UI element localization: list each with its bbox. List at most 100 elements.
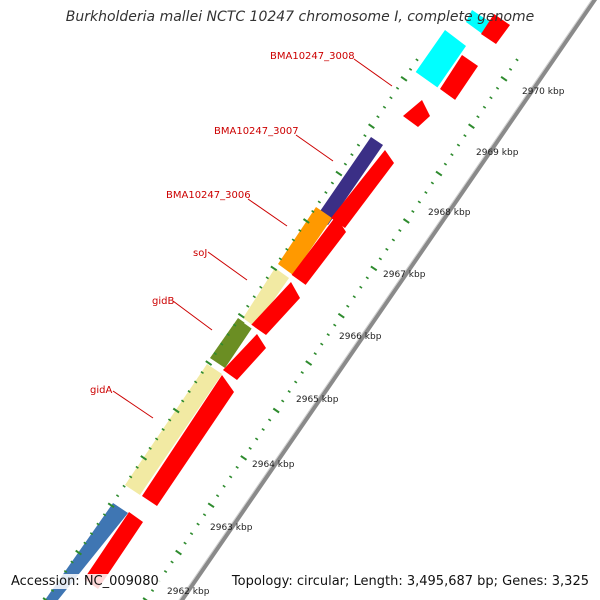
- genome-backbone: [179, 0, 598, 600]
- outer-tick: [233, 323, 237, 327]
- gene-label-bma10247-3006: BMA10247_3006: [166, 190, 251, 201]
- outer-tick: [115, 494, 120, 498]
- outer-tick: [363, 134, 367, 138]
- scale-label-2968: 2968 kbp: [428, 208, 471, 218]
- outer-tick: [213, 352, 217, 356]
- inner-tick: [385, 247, 389, 251]
- outer-tick: [102, 513, 107, 517]
- gene-label-bma10247-3008: BMA10247_3008: [270, 51, 355, 62]
- outer-tick: [148, 446, 152, 450]
- inner-tick: [150, 589, 155, 593]
- gene-callouts: [112, 58, 393, 419]
- inner-tick: [202, 513, 207, 517]
- inner-tick: [320, 342, 324, 346]
- outer-tick: [291, 238, 296, 242]
- cds-arrow: [331, 150, 394, 228]
- scale-label-2962: 2962 kbp: [167, 587, 210, 597]
- outer-tick: [343, 162, 348, 166]
- gene-label-bma10247-3007: BMA10247_3007: [214, 126, 299, 137]
- outer-tick: [161, 427, 165, 431]
- inner-tick: [463, 134, 467, 138]
- inner-tick: [300, 371, 304, 375]
- cds-track: [84, 14, 510, 589]
- outer-tick: [265, 276, 269, 280]
- outer-tick: [311, 209, 315, 213]
- inner-tick: [482, 105, 487, 109]
- cog-block-pale-yellow: [243, 268, 289, 327]
- outer-tick: [172, 407, 180, 414]
- accession-text: Accession: NC_009080: [9, 574, 161, 589]
- outer-tick: [400, 75, 408, 82]
- outer-tick: [415, 58, 419, 62]
- accession-label: Accession: NC_009080: [9, 574, 161, 589]
- inner-tick: [196, 522, 200, 526]
- inner-tick: [346, 304, 350, 308]
- cds-arrow: [481, 14, 510, 44]
- inner-tick: [352, 295, 356, 299]
- cog-block-pale-yellow-2: [125, 364, 222, 495]
- inner-tick: [305, 360, 313, 366]
- outer-tick: [356, 143, 361, 147]
- inner-tick: [281, 399, 285, 403]
- cds-arrow: [290, 216, 346, 287]
- inner-tick: [476, 115, 480, 119]
- genome-backbone-highlight: [178, 0, 593, 600]
- scale-label-2965: 2965 kbp: [296, 395, 339, 405]
- outer-tick: [154, 437, 159, 441]
- outer-tick: [302, 218, 310, 224]
- outer-tick: [205, 360, 213, 366]
- cog-block-orange: [278, 207, 332, 275]
- cds-arrow: [440, 55, 478, 100]
- topology-label: Topology: circular; Length: 3,495,687 bp…: [229, 574, 591, 589]
- cds-arrow: [403, 100, 430, 127]
- outer-tick: [122, 484, 126, 488]
- inner-tick: [142, 597, 148, 600]
- inner-tick: [365, 276, 369, 280]
- outer-tick: [285, 247, 289, 251]
- inner-tick: [424, 191, 428, 195]
- outer-tick: [200, 371, 204, 375]
- outer-tick: [83, 541, 87, 545]
- page-title: Burkholderia mallei NCTC 10247 chromosom…: [65, 9, 535, 25]
- outer-tick: [270, 265, 278, 272]
- inner-tick: [515, 58, 519, 62]
- inner-tick: [267, 418, 272, 422]
- inner-tick: [450, 153, 454, 157]
- outer-tick: [317, 200, 322, 204]
- outer-tick: [408, 67, 413, 71]
- inner-tick: [359, 285, 363, 289]
- inner-tick: [235, 465, 239, 469]
- inner-tick: [175, 549, 182, 556]
- inner-tick: [398, 228, 402, 232]
- cds-arrow: [251, 282, 300, 335]
- inner-tick: [183, 541, 187, 545]
- inner-tick: [326, 333, 330, 337]
- inner-tick: [163, 570, 168, 574]
- outer-tick: [140, 455, 148, 461]
- gene-label-gidb: gidB: [152, 296, 174, 307]
- outer-tick: [70, 560, 74, 564]
- outer-tick: [368, 123, 375, 130]
- inner-tick: [207, 502, 215, 509]
- outer-tick: [237, 312, 245, 319]
- outer-tick: [330, 181, 335, 185]
- scale-label-2966: 2966 kbp: [339, 332, 382, 342]
- scale-label-2967: 2967 kbp: [383, 270, 426, 280]
- inner-tick: [443, 162, 448, 166]
- inner-tick: [215, 494, 220, 498]
- scale-label-2963: 2963 kbp: [210, 523, 253, 533]
- inner-tick: [500, 75, 508, 82]
- gene-label-soj: soJ: [193, 248, 207, 259]
- tick-marks: [42, 58, 519, 600]
- outer-tick: [42, 597, 48, 600]
- outer-tick: [50, 589, 55, 593]
- gene-label-gida: gidA: [90, 385, 112, 396]
- scale-label-2970: 2970 kbp: [522, 87, 565, 97]
- inner-tick: [294, 380, 298, 384]
- inner-tick: [240, 455, 248, 461]
- outer-tick: [187, 390, 191, 394]
- inner-tick: [170, 560, 174, 564]
- inner-tick: [417, 200, 422, 204]
- inner-tick: [333, 323, 337, 327]
